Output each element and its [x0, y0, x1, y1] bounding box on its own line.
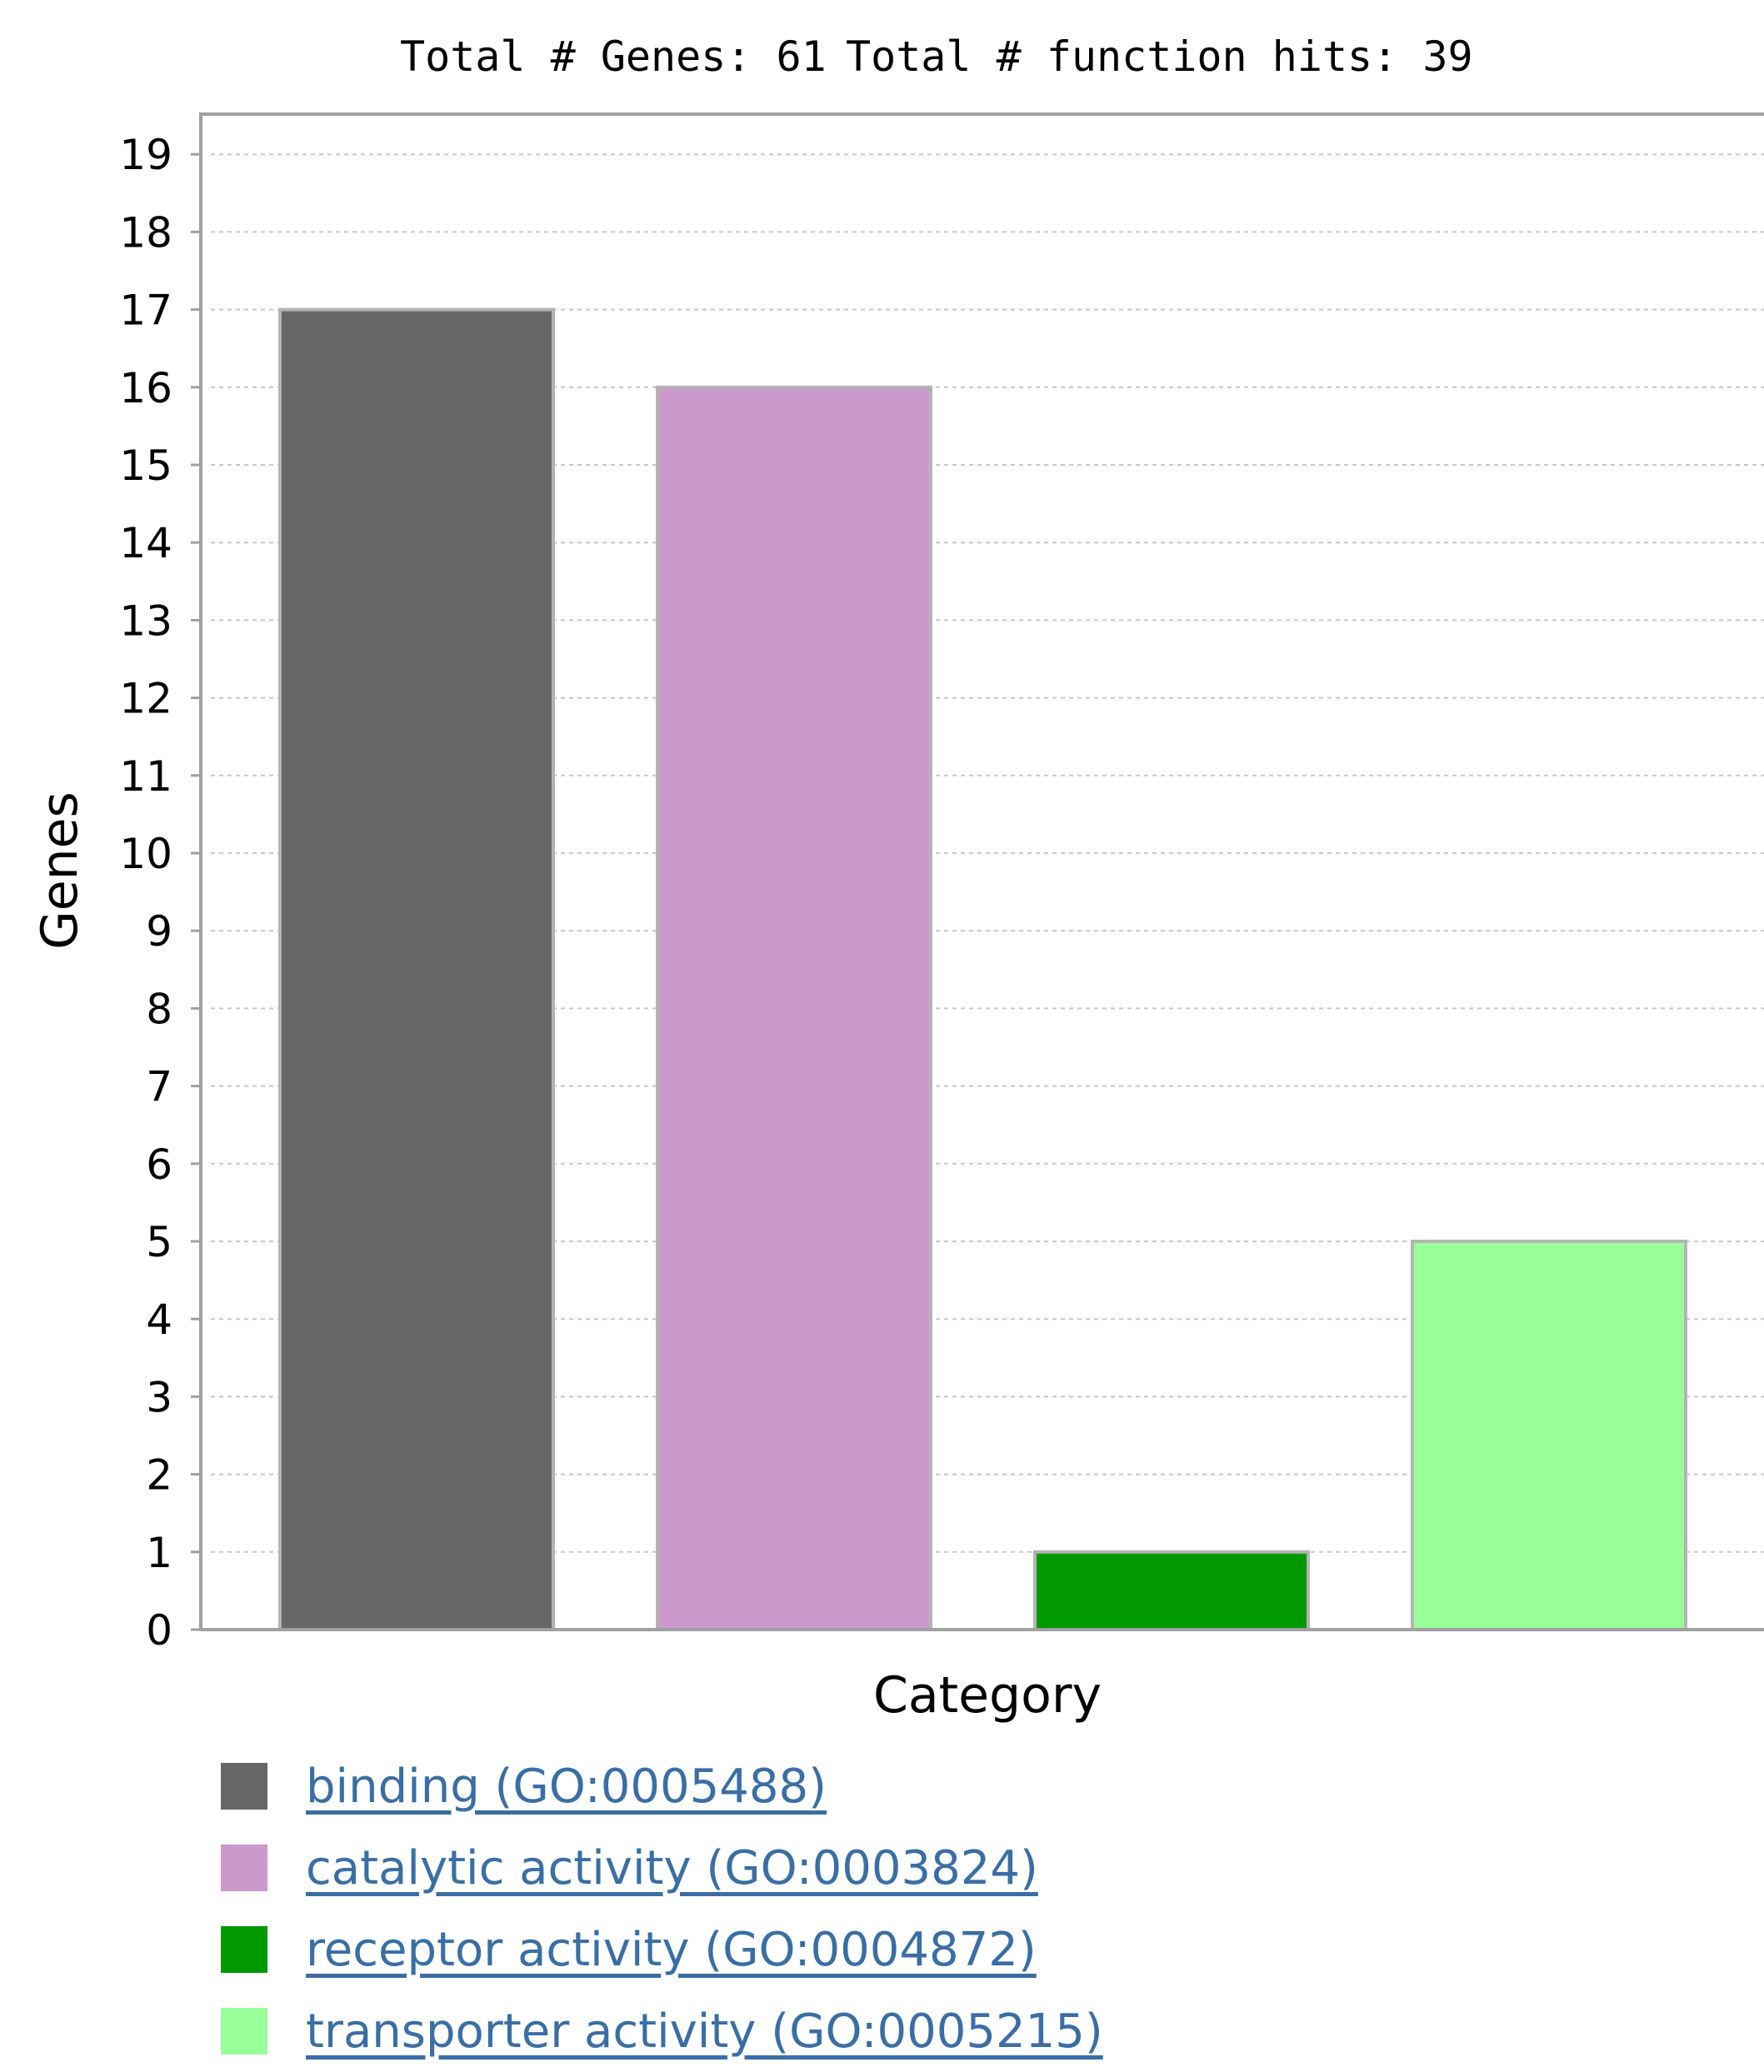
- legend-item-transporter-activity: transporter activity (GO:0005215): [221, 1990, 1103, 2072]
- y-tick-label: 6: [146, 1141, 172, 1189]
- legend: binding (GO:0005488) catalytic activity …: [221, 1745, 1103, 2072]
- y-tick-label: 19: [119, 131, 172, 179]
- bar-3[interactable]: [1033, 1550, 1310, 1632]
- x-axis-label: Category: [873, 1666, 1102, 1725]
- y-tick-label: 7: [146, 1063, 172, 1111]
- bar-4[interactable]: [1411, 1240, 1687, 1631]
- y-tick-label: 1: [146, 1529, 172, 1577]
- y-tick-label: 12: [119, 675, 172, 723]
- y-tick-label: 4: [146, 1296, 172, 1344]
- legend-swatch-transporter-activity: [221, 2008, 267, 2055]
- bar-2[interactable]: [656, 385, 932, 1631]
- y-tick-label: 2: [146, 1451, 172, 1500]
- y-tick-label: 8: [146, 985, 172, 1033]
- legend-swatch-catalytic-activity: [221, 1845, 267, 1891]
- legend-link-binding[interactable]: binding (GO:0005488): [306, 1759, 827, 1814]
- y-tick-label: 10: [119, 830, 172, 878]
- y-axis-label: Genes: [31, 791, 89, 950]
- y-tick-label: 3: [146, 1373, 172, 1421]
- legend-swatch-receptor-activity: [221, 1926, 267, 1973]
- chart-title-genes: Total # Genes: 61: [400, 32, 827, 81]
- legend-item-binding: binding (GO:0005488): [221, 1745, 1103, 1827]
- bar-1[interactable]: [278, 307, 555, 1632]
- bars: [278, 307, 1687, 1632]
- y-tick-label: 9: [146, 907, 172, 956]
- y-tick-label: 0: [146, 1606, 172, 1655]
- y-tick-label: 16: [119, 364, 172, 412]
- y-tick-label: 17: [119, 287, 172, 335]
- y-tick-label: 15: [119, 442, 172, 490]
- legend-item-catalytic-activity: catalytic activity (GO:0003824): [221, 1827, 1103, 1909]
- chart-title-hits: Total # function hits: 39: [846, 32, 1473, 81]
- y-tick-label: 14: [119, 519, 172, 567]
- legend-swatch-binding: [221, 1763, 267, 1810]
- legend-link-catalytic-activity[interactable]: catalytic activity (GO:0003824): [306, 1840, 1038, 1895]
- y-tick-label: 18: [119, 208, 172, 257]
- y-tick-label: 5: [146, 1218, 172, 1266]
- legend-link-transporter-activity[interactable]: transporter activity (GO:0005215): [306, 2004, 1103, 2059]
- legend-item-receptor-activity: receptor activity (GO:0004872): [221, 1909, 1103, 1990]
- y-tick-label: 13: [119, 597, 172, 645]
- y-tick-label: 11: [119, 752, 172, 801]
- legend-link-receptor-activity[interactable]: receptor activity (GO:0004872): [306, 1922, 1037, 1977]
